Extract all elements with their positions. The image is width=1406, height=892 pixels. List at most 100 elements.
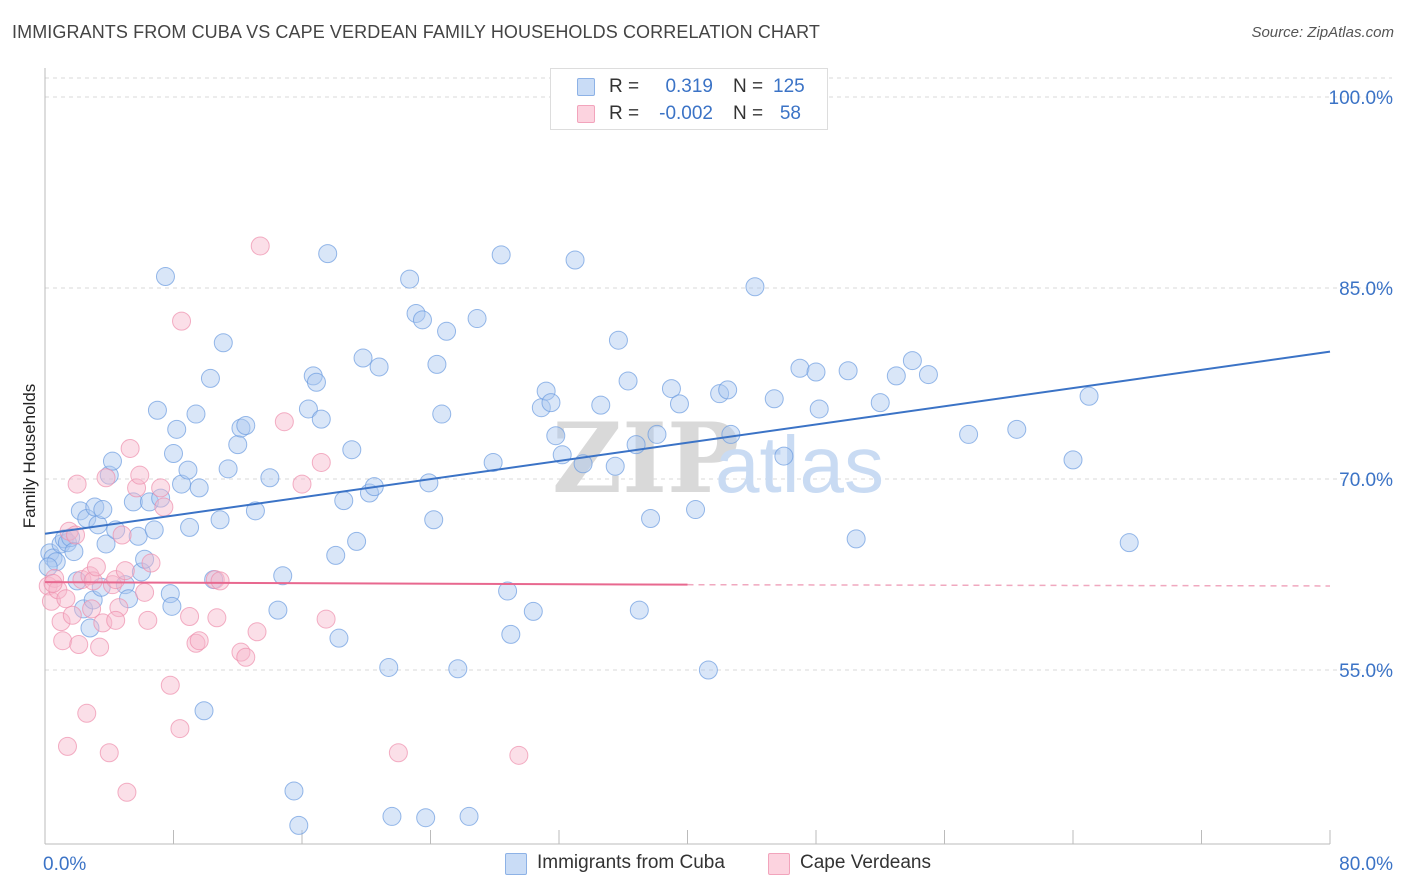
cape-verdean-point xyxy=(151,478,171,498)
cuba-point xyxy=(541,393,561,413)
bottom-legend-swatch-cape-verdean xyxy=(768,853,790,875)
cuba-point xyxy=(245,501,265,521)
cape-verdean-point xyxy=(77,703,97,723)
cuba-point xyxy=(806,362,826,382)
cuba-point xyxy=(180,517,200,537)
cuba-point xyxy=(437,321,457,341)
correlation-legend: R = 0.319 N = 125 R = -0.002 N = 58 xyxy=(550,68,828,130)
cape-verdean-point xyxy=(170,719,190,739)
cuba-point xyxy=(721,424,741,444)
legend-row-cape-verdean: R = -0.002 N = 58 xyxy=(551,101,827,127)
cape-verdean-point xyxy=(102,575,122,595)
cuba-point xyxy=(647,424,667,444)
cuba-point xyxy=(809,399,829,419)
cuba-point xyxy=(326,545,346,565)
legend-r-label: R = xyxy=(609,76,640,97)
cape-verdean-point xyxy=(210,571,230,591)
cape-verdean-point xyxy=(388,743,408,763)
cape-verdean-point xyxy=(51,612,71,632)
cuba-point xyxy=(147,400,167,420)
cape-verdean-point xyxy=(67,474,87,494)
source-credit: Source: ZipAtlas.com xyxy=(1251,24,1394,41)
legend-swatch-cape-verdean xyxy=(577,105,595,123)
y-tick-label: 70.0% xyxy=(1339,470,1393,491)
cape-verdean-point xyxy=(274,412,294,432)
cape-verdean-point xyxy=(109,598,129,618)
cuba-point xyxy=(64,542,84,562)
cape-verdean-point xyxy=(172,311,192,331)
cape-verdean-point xyxy=(53,631,73,651)
cuba-point xyxy=(194,701,214,721)
cuba-point xyxy=(459,806,479,826)
cuba-point xyxy=(334,491,354,511)
cuba-point xyxy=(546,426,566,446)
trend-line-cuba xyxy=(44,350,1331,535)
cuba-point xyxy=(1079,386,1099,406)
cuba-point xyxy=(236,416,256,436)
cuba-point xyxy=(369,357,389,377)
cape-verdean-point xyxy=(189,631,209,651)
cuba-point xyxy=(96,534,116,554)
cuba-point xyxy=(764,389,784,409)
cuba-point xyxy=(419,473,439,493)
cape-verdean-point xyxy=(43,573,63,593)
cuba-point xyxy=(260,468,280,488)
cape-verdean-point xyxy=(135,582,155,602)
cape-verdean-point xyxy=(316,609,336,629)
cuba-point xyxy=(102,451,122,471)
cape-verdean-point xyxy=(154,497,174,517)
cuba-point xyxy=(318,244,338,264)
cape-verdean-point xyxy=(69,635,89,655)
cuba-point xyxy=(311,409,331,429)
cuba-point xyxy=(629,600,649,620)
cuba-point xyxy=(329,628,349,648)
chart-title: IMMIGRANTS FROM CUBA VS CAPE VERDEAN FAM… xyxy=(12,22,820,42)
y-tick-label: 85.0% xyxy=(1339,279,1393,300)
cape-verdean-point xyxy=(127,478,147,498)
cuba-point xyxy=(870,393,890,413)
cuba-point xyxy=(210,510,230,530)
cuba-point xyxy=(448,659,468,679)
cuba-point xyxy=(178,460,198,480)
cuba-point xyxy=(918,365,938,385)
cuba-point xyxy=(213,333,233,353)
legend-n-label: N = xyxy=(733,76,764,97)
trend-lines xyxy=(44,350,1331,587)
cape-verdean-point xyxy=(115,561,135,581)
cuba-point xyxy=(93,500,113,520)
cuba-point xyxy=(139,492,159,512)
cuba-point xyxy=(273,566,293,586)
cuba-point xyxy=(501,624,521,644)
cuba-point xyxy=(427,354,447,374)
cape-verdean-point xyxy=(82,599,102,619)
cuba-point xyxy=(289,815,309,835)
cape-verdean-point xyxy=(207,608,227,628)
cuba-point xyxy=(80,618,100,638)
cuba-point xyxy=(591,395,611,415)
cuba-point xyxy=(641,508,661,528)
cuba-point xyxy=(416,808,436,828)
cuba-point xyxy=(155,267,175,287)
cape-verdean-point xyxy=(62,605,82,625)
cape-verdean-point xyxy=(247,622,267,642)
x-tick-label-max: 80.0% xyxy=(1339,854,1393,875)
cuba-point xyxy=(618,371,638,391)
cuba-point xyxy=(70,501,90,521)
cape-verdean-point xyxy=(120,438,140,458)
cape-verdean-point xyxy=(160,675,180,695)
cape-verdean-point xyxy=(86,557,106,577)
cuba-point xyxy=(846,529,866,549)
cuba-point xyxy=(186,404,206,424)
x-tick-label-min: 0.0% xyxy=(43,854,86,875)
cuba-point xyxy=(718,380,738,400)
cuba-point xyxy=(106,520,126,540)
cuba-point xyxy=(128,526,148,546)
cuba-point xyxy=(306,372,326,392)
cuba-point xyxy=(1007,419,1027,439)
cuba-point xyxy=(218,459,238,479)
cuba-point xyxy=(774,446,794,466)
y-tick-label: 55.0% xyxy=(1339,661,1393,682)
cuba-point xyxy=(483,452,503,472)
